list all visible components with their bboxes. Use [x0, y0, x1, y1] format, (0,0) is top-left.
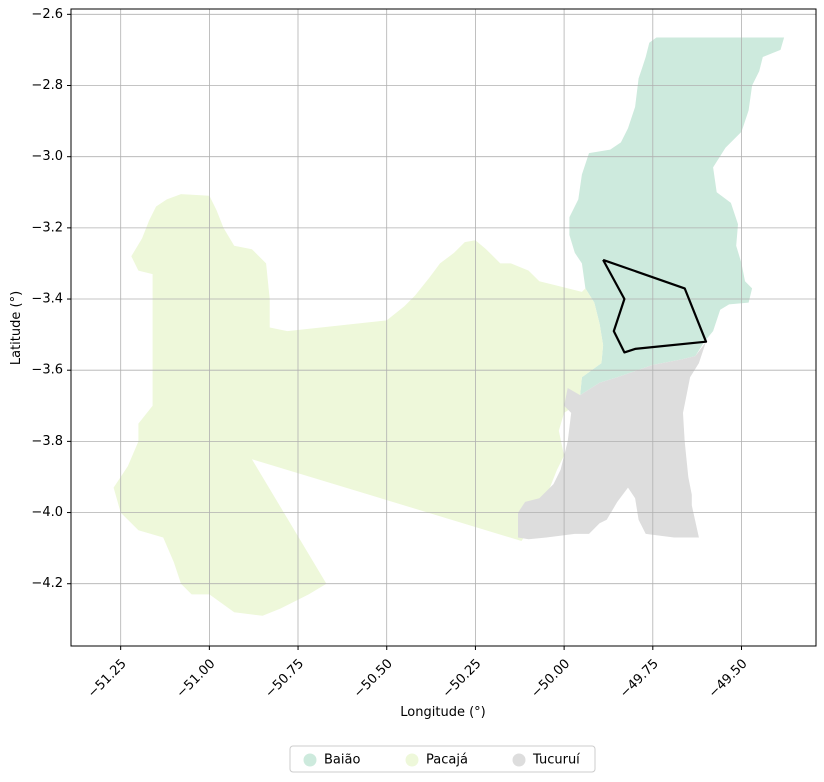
boundary-layer	[602, 258, 708, 354]
legend-label-pacaja: Pacajá	[426, 753, 468, 768]
legend-marker-baiao	[303, 753, 317, 767]
highlighted-boundary	[602, 258, 708, 354]
legend-marker-pacaja	[405, 753, 419, 767]
plot-area-frame	[70, 8, 817, 647]
x-axis-title: Longitude (°)	[400, 705, 485, 720]
legend: Baião Pacajá Tucuruí	[289, 745, 596, 773]
y-tick-label: −4.0	[31, 505, 63, 520]
y-tick-label: −4.2	[31, 576, 63, 591]
y-tick-label: −3.4	[31, 292, 63, 307]
y-tick-label: −3.0	[31, 149, 63, 164]
legend-label-tucurui: Tucuruí	[532, 753, 580, 768]
y-axis: −2.6 −2.8 −3.0 −3.2 −3.4 −3.6 −3.8 −4.0 −4.2	[31, 7, 71, 591]
legend-items: Baião Pacajá Tucuruí	[303, 753, 580, 768]
region-pacaja	[113, 194, 604, 616]
y-tick-label: −3.6	[31, 363, 63, 378]
y-tick-label: −2.8	[31, 78, 63, 93]
legend-marker-tucurui	[512, 753, 526, 767]
y-axis-title: Latitude (°)	[9, 291, 24, 365]
y-tick-label: −3.8	[31, 434, 63, 449]
legend-label-baiao: Baião	[324, 753, 360, 768]
y-tick-label: −2.6	[31, 7, 63, 22]
grid-layer	[71, 9, 816, 646]
region-tucurui	[518, 341, 706, 540]
y-tick-label: −3.2	[31, 220, 63, 235]
